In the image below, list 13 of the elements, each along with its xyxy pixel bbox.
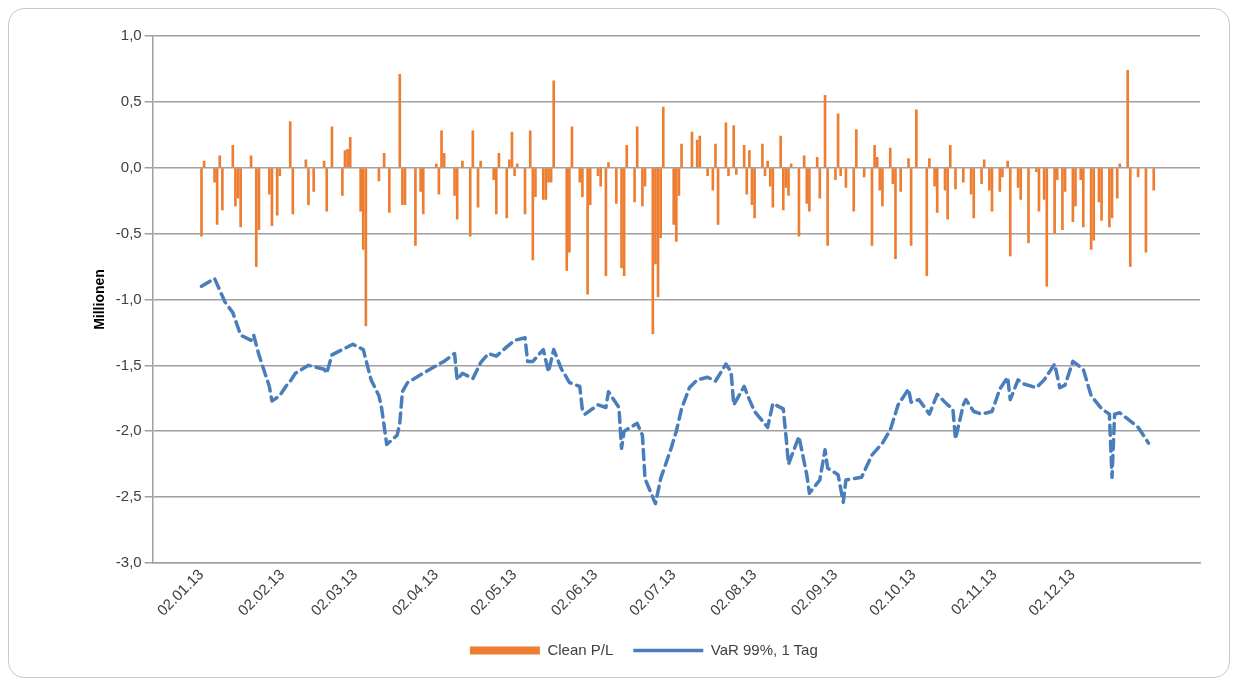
y-tick-label: -1,0 xyxy=(115,289,142,307)
y-tick-label: 0,5 xyxy=(120,92,142,110)
y-tick-label: -2,5 xyxy=(115,487,142,505)
y-tick-label: 0,0 xyxy=(120,157,142,175)
y-axis-title: Millionen xyxy=(91,269,108,330)
y-tick-label: 1,0 xyxy=(120,26,142,44)
y-tick-label: -2,0 xyxy=(115,421,142,439)
y-tick-label: -3,0 xyxy=(115,553,142,571)
y-tick-label: -0,5 xyxy=(115,223,142,241)
legend-label: Clean P/L xyxy=(547,640,614,658)
line-series xyxy=(199,276,1151,506)
y-tick-label: -1,5 xyxy=(115,355,142,373)
legend-label: VaR 99%, 1 Tag xyxy=(710,640,818,658)
